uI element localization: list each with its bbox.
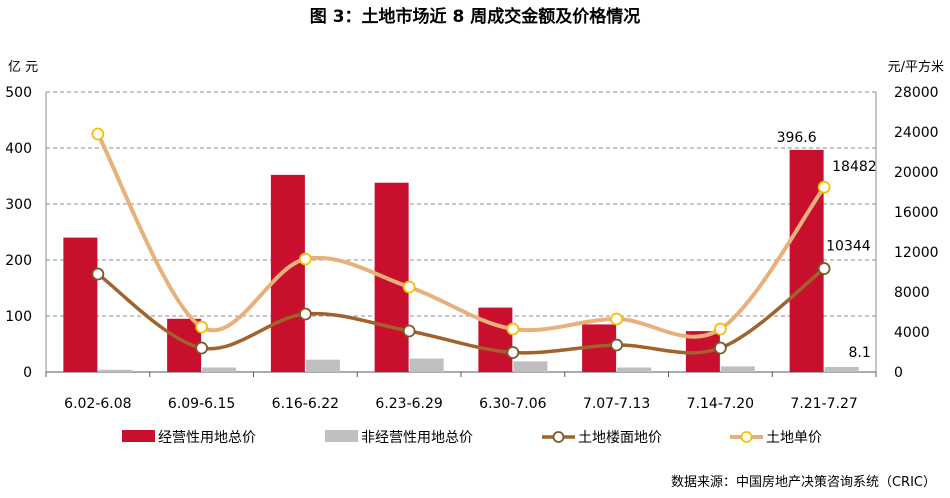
marker-land-unit-price [506, 322, 520, 336]
marker-land-unit-price [713, 322, 727, 336]
line-land-unit-price [95, 132, 827, 339]
y-right-tick-label: 12000 [894, 245, 939, 261]
marker-land-unit-price [610, 312, 624, 326]
y-right-tick-label: 20000 [894, 165, 939, 181]
bar-non-operating-land [513, 361, 548, 372]
bar-non-operating-land [617, 367, 652, 372]
marker-land-unit-price [402, 280, 416, 294]
bar-operating-land [478, 307, 513, 372]
data-label: 18482 [832, 159, 877, 175]
legend-marker [552, 431, 565, 443]
y-right-tick-label: 28000 [894, 85, 939, 101]
bar-operating-land [270, 174, 305, 372]
marker-floor-price [817, 262, 831, 275]
y-right-tick-label: 16000 [894, 205, 939, 221]
x-tick-label: 6.16-6.22 [272, 396, 339, 412]
marker-land-unit-price [298, 252, 312, 266]
y-right-tick-label: 24000 [894, 125, 939, 141]
marker-floor-price [195, 341, 209, 355]
marker-floor-price [713, 341, 727, 355]
data-labels: 396.6 8.1 10344 18482 [777, 130, 877, 361]
marker-floor-price [402, 324, 416, 338]
right-axis-unit-label: 元/平方米 [888, 59, 944, 75]
marker-floor-price [506, 346, 520, 359]
legend-label: 经营性用地总价 [158, 430, 256, 446]
data-label: 396.6 [777, 130, 817, 146]
data-label: 8.1 [848, 345, 870, 361]
chart-title: 图 3：土地市场近 8 周成交金额及价格情况 [310, 6, 640, 27]
y-right-tick-label: 4000 [894, 325, 930, 341]
x-tick-label: 7.21-7.27 [790, 396, 857, 412]
legend-label: 非经营性用地总价 [361, 430, 473, 446]
legend: 经营性用地总价 非经营性用地总价 土地楼面地价 土地单价 [122, 430, 822, 446]
bar-non-operating-land [98, 369, 133, 372]
bars [63, 149, 859, 372]
data-source: 数据来源：中国房地产决策咨询系统（CRIC） [671, 474, 936, 490]
y-left-tick-label: 500 [5, 85, 32, 101]
bar-operating-land [63, 237, 98, 372]
legend-label: 土地单价 [766, 430, 822, 446]
grid-lines [46, 91, 876, 317]
x-tick-label: 7.07-7.13 [583, 396, 650, 412]
marker-floor-price [91, 267, 105, 281]
bar-non-operating-land [409, 358, 444, 372]
y-left-tick-label: 300 [5, 197, 32, 213]
bar-non-operating-land [305, 359, 340, 372]
legend-label: 土地楼面地价 [578, 430, 662, 446]
axes: 0 100 200 300 400 500 0 4000 8000 12000 16000 20000… [5, 85, 938, 412]
x-tick-label: 6.30-7.06 [479, 396, 546, 412]
data-label: 10344 [826, 239, 871, 255]
x-tick-label: 6.09-6.15 [168, 396, 235, 412]
marker-floor-price [610, 338, 624, 352]
y-left-tick-label: 100 [5, 309, 32, 325]
x-tick-label: 7.14-7.20 [687, 396, 754, 412]
y-left-tick-label: 400 [5, 141, 32, 157]
marker-floor-price [298, 307, 312, 321]
x-tick-label: 6.23-6.29 [375, 396, 442, 412]
legend-swatch [325, 430, 358, 442]
left-axis-unit-label: 亿 元 [8, 60, 38, 75]
marker-land-unit-price [817, 180, 831, 194]
x-tick-label: 6.02-6.08 [64, 396, 131, 412]
legend-marker [740, 431, 753, 443]
y-right-tick-label: 8000 [894, 285, 930, 301]
bar-operating-land [789, 149, 824, 372]
bar-non-operating-land [824, 366, 859, 372]
lines [91, 127, 831, 359]
y-left-tick-label: 200 [5, 253, 32, 269]
marker-land-unit-price [91, 127, 105, 141]
bar-non-operating-land [202, 367, 237, 372]
y-right-tick-label: 0 [894, 365, 903, 381]
bar-non-operating-land [720, 366, 755, 372]
marker-land-unit-price [195, 320, 209, 334]
y-left-tick-label: 0 [23, 365, 32, 381]
legend-swatch [122, 430, 155, 442]
